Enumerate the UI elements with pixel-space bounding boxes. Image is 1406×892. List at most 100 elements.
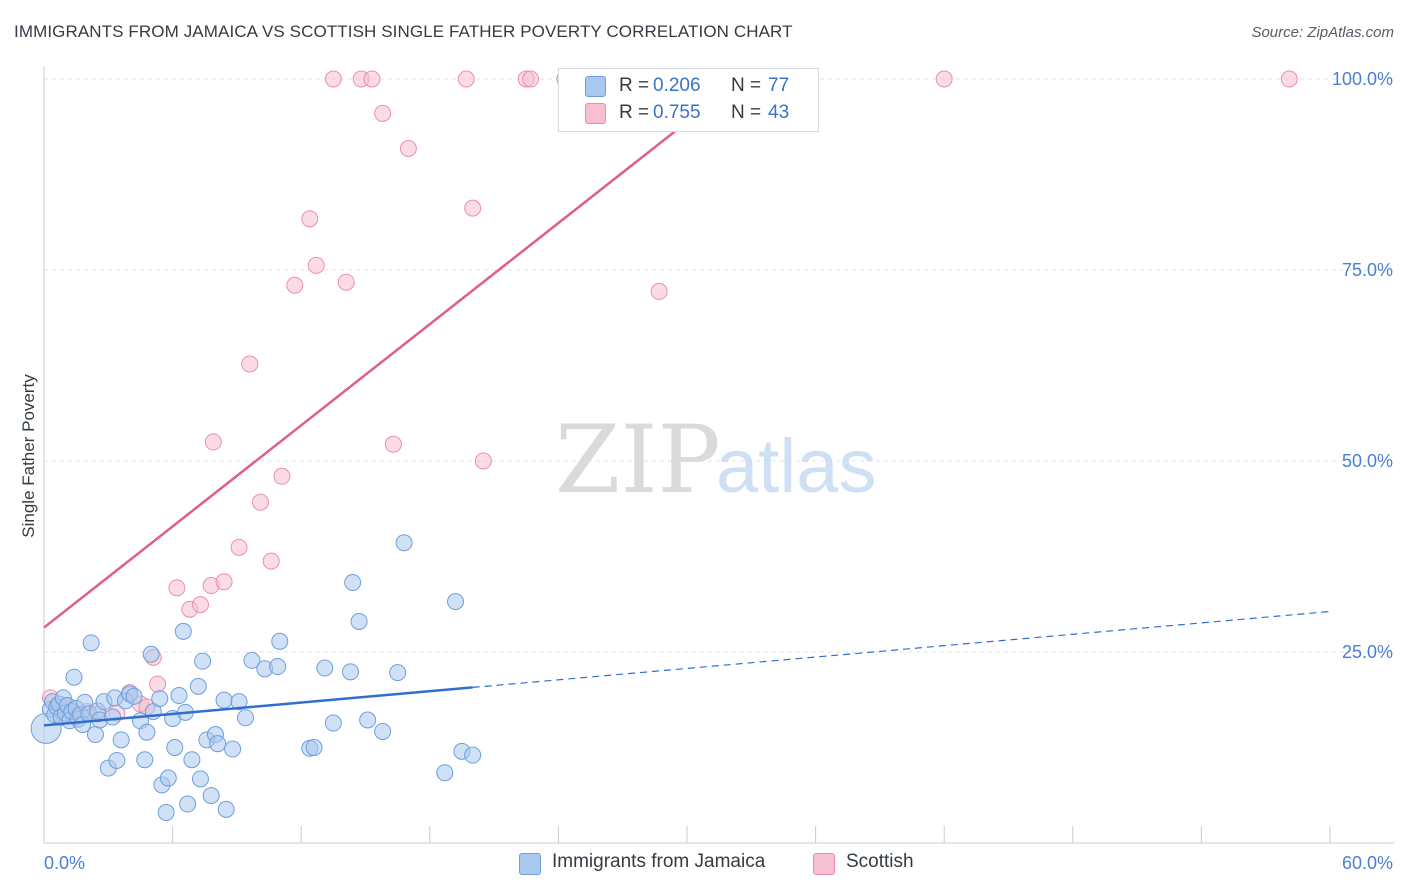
jamaica-point	[305, 739, 323, 756]
scottish-legend-swatch	[813, 853, 835, 875]
jamaica-point	[104, 708, 122, 726]
scottish-point	[149, 675, 167, 693]
scottish-point	[457, 70, 475, 88]
jamaica-point	[236, 709, 254, 727]
scottish-point	[399, 140, 417, 158]
scottish-swatch	[585, 103, 606, 124]
jamaica-point	[324, 714, 342, 732]
y-tick-label: 25.0%	[1342, 642, 1393, 662]
legend-n-value: 77	[768, 75, 790, 96]
scottish-point	[324, 70, 342, 88]
scottish-point	[522, 70, 540, 88]
scottish-point	[374, 104, 392, 122]
scottish-point	[650, 282, 668, 300]
jamaica-point	[142, 645, 160, 663]
jamaica-point	[359, 711, 377, 729]
legend-n-label: N =	[731, 102, 762, 123]
jamaica-point	[464, 746, 482, 764]
jamaica-point	[136, 751, 154, 769]
jamaica-point	[350, 612, 368, 630]
legend-r-value: 0.755	[653, 102, 701, 123]
legend-n-value: 43	[768, 102, 790, 123]
jamaica-point	[138, 723, 156, 741]
jamaica-point	[125, 687, 143, 705]
chart-title: IMMIGRANTS FROM JAMAICA VS SCOTTISH SING…	[14, 22, 793, 41]
series-scottish	[41, 70, 1298, 726]
scottish-point	[363, 70, 381, 88]
jamaica-point	[202, 787, 220, 805]
scottish-point	[935, 70, 953, 88]
scottish-point	[262, 552, 280, 570]
scottish-point	[337, 273, 355, 291]
jamaica-point	[194, 652, 212, 670]
jamaica-point	[189, 677, 207, 695]
y-tick-label: 100.0%	[1332, 69, 1393, 89]
jamaica-point	[65, 668, 83, 686]
jamaica-point	[209, 735, 227, 753]
x-tick-label: 60.0%	[1342, 853, 1393, 873]
y-tick-label: 75.0%	[1342, 260, 1393, 280]
jamaica-point	[230, 693, 248, 711]
series-jamaica	[30, 534, 482, 821]
jamaica-point	[271, 632, 289, 650]
jamaica-point	[374, 722, 392, 740]
jamaica-point	[151, 690, 169, 708]
scottish-point	[230, 538, 248, 556]
jamaica-point	[344, 573, 362, 591]
stats-legend: R = 0.206 N = 77 R = 0.755 N = 43	[558, 68, 819, 132]
jamaica-point	[217, 800, 235, 818]
scottish-point	[251, 493, 269, 511]
scottish-point	[273, 467, 291, 485]
jamaica-point	[215, 691, 233, 709]
scottish-legend-label: Scottish	[846, 851, 914, 872]
jamaica-point	[170, 687, 188, 705]
legend-r-value: 0.206	[653, 75, 701, 96]
trendlines	[43, 70, 1331, 727]
jamaica-legend-swatch	[519, 853, 541, 875]
watermark-atlas: atlas	[716, 424, 877, 509]
jamaica-point	[166, 739, 184, 756]
jamaica-swatch	[585, 76, 606, 97]
jamaica-point	[447, 593, 465, 611]
source-credit: Source: ZipAtlas.com	[1251, 24, 1394, 41]
watermark-zip: ZIP	[555, 406, 721, 515]
scottish-point	[286, 276, 304, 294]
jamaica-point	[341, 663, 359, 681]
scottish-point	[1280, 70, 1298, 88]
jamaica-point	[191, 770, 209, 788]
jamaica-point	[224, 740, 242, 758]
scottish-point	[215, 573, 233, 591]
legend-r-label: R =	[619, 102, 650, 123]
jamaica-trendline-extension	[472, 610, 1331, 688]
jamaica-point	[183, 751, 201, 769]
scottish-point	[384, 435, 402, 453]
y-tick-label: 50.0%	[1342, 451, 1393, 471]
jamaica-point	[269, 658, 287, 676]
scottish-point	[191, 596, 209, 614]
jamaica-point	[243, 651, 261, 669]
scottish-trendline	[43, 70, 753, 629]
tick-labels: 25.0% 50.0% 75.0% 100.0% 0.0% 60.0%	[44, 69, 1393, 873]
watermark: ZIP atlas	[555, 406, 877, 515]
scottish-point	[301, 210, 319, 228]
y-axis-label: Single Father Poverty	[19, 374, 38, 538]
jamaica-point	[179, 795, 197, 813]
jamaica-point	[436, 764, 454, 782]
axes	[43, 66, 1394, 844]
scottish-point	[464, 199, 482, 217]
jamaica-point	[86, 726, 104, 744]
jamaica-legend-label: Immigrants from Jamaica	[552, 851, 766, 872]
x-tick-label: 0.0%	[44, 853, 85, 873]
jamaica-trendline	[43, 686, 473, 727]
jamaica-point	[389, 664, 407, 682]
scottish-point	[168, 579, 186, 597]
jamaica-point	[316, 659, 334, 677]
legend-r-label: R =	[619, 75, 650, 96]
scottish-point	[241, 355, 259, 373]
scottish-point	[474, 452, 492, 470]
jamaica-point	[395, 534, 413, 552]
jamaica-point	[82, 634, 100, 652]
jamaica-point	[159, 769, 177, 787]
legend-n-label: N =	[731, 75, 762, 96]
